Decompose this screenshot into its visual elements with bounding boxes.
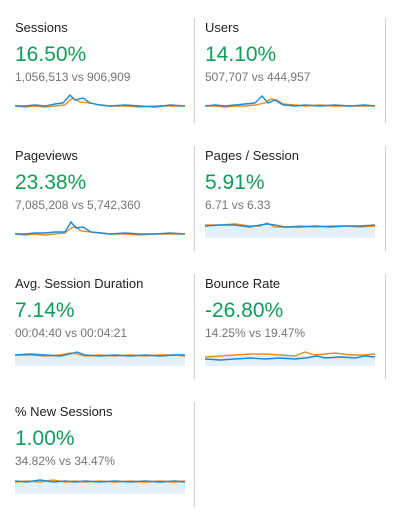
card-divider: [385, 274, 386, 379]
metric-comparison: 34.82% vs 34.47%: [15, 454, 116, 468]
metric-title: Bounce Rate: [205, 276, 281, 291]
sparkline: [205, 351, 375, 366]
metric-title: Users: [205, 20, 239, 35]
metric-change: -26.80%: [205, 299, 284, 322]
sparkline: [15, 479, 185, 494]
card-divider: [194, 402, 195, 507]
metric-comparison: 6.71 vs 6.33: [205, 198, 271, 212]
card-divider: [385, 18, 386, 123]
sparkline: [15, 93, 185, 108]
metric-change: 5.91%: [205, 171, 265, 194]
sparkline: [205, 222, 375, 238]
metric-card-pages-per-session[interactable]: Pages / Session 5.91% 6.71 vs 6.33: [205, 128, 381, 246]
card-divider: [194, 18, 195, 123]
metric-comparison: 00:04:40 vs 00:04:21: [15, 326, 128, 340]
metric-change: 7.14%: [15, 299, 75, 322]
sparkline: [15, 220, 185, 236]
metric-comparison: 7,085,208 vs 5,742,360: [15, 198, 141, 212]
metric-card-pageviews[interactable]: Pageviews 23.38% 7,085,208 vs 5,742,360: [15, 128, 191, 246]
metric-card-avg-session-duration[interactable]: Avg. Session Duration 7.14% 00:04:40 vs …: [15, 256, 191, 374]
metric-comparison: 1,056,513 vs 906,909: [15, 70, 131, 84]
card-divider: [385, 146, 386, 251]
metric-change: 14.10%: [205, 43, 277, 66]
metric-change: 16.50%: [15, 43, 87, 66]
metric-comparison: 507,707 vs 444,957: [205, 70, 311, 84]
card-divider: [194, 146, 195, 251]
metric-card-sessions[interactable]: Sessions 16.50% 1,056,513 vs 906,909: [15, 0, 191, 118]
metric-title: Sessions: [15, 20, 68, 35]
metric-card-new-sessions[interactable]: % New Sessions 1.00% 34.82% vs 34.47%: [15, 384, 191, 502]
metric-change: 23.38%: [15, 171, 87, 194]
metric-change: 1.00%: [15, 427, 75, 450]
metric-title: Avg. Session Duration: [15, 276, 144, 291]
metric-card-users[interactable]: Users 14.10% 507,707 vs 444,957: [205, 0, 381, 118]
metric-title: Pages / Session: [205, 148, 299, 163]
card-divider: [194, 274, 195, 379]
metric-card-bounce-rate[interactable]: Bounce Rate -26.80% 14.25% vs 19.47%: [205, 256, 381, 374]
sparkline: [15, 351, 185, 366]
sparkline: [205, 94, 375, 108]
metric-comparison: 14.25% vs 19.47%: [205, 326, 306, 340]
metric-title: % New Sessions: [15, 404, 113, 419]
metric-title: Pageviews: [15, 148, 78, 163]
